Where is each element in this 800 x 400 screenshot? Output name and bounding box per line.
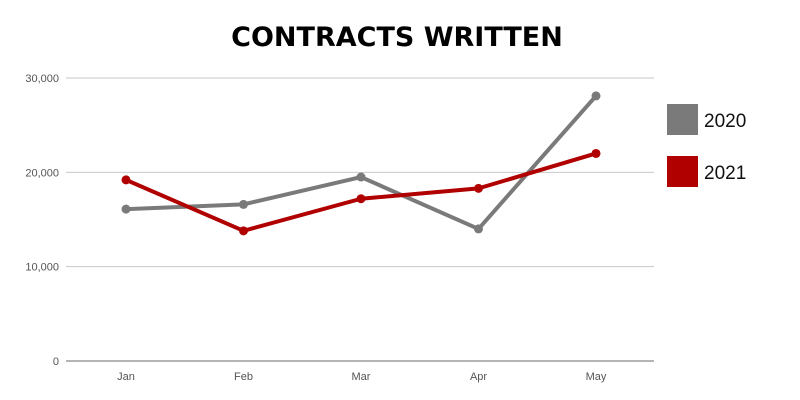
- data-point-2021-Feb: [239, 226, 248, 236]
- chart-title: CONTRACTS WRITTEN: [231, 22, 563, 53]
- legend-label-2020: 2020: [704, 111, 746, 132]
- data-point-2021-Jan: [121, 175, 131, 185]
- data-point-2021-Mar: [356, 194, 366, 204]
- legend-swatch-2020: [667, 104, 698, 135]
- data-point-2020-Jan: [121, 204, 131, 214]
- x-tick-label: May: [586, 371, 607, 383]
- axes: 0 10,000 20,000 30,000 Jan Feb Mar Apr May: [25, 73, 654, 383]
- x-tick-label: Feb: [234, 371, 253, 383]
- y-tick-label: 20,000: [25, 167, 59, 179]
- x-tick-label: Apr: [470, 371, 487, 383]
- data-point-2021-Apr: [474, 183, 483, 193]
- data-point-2020-May: [591, 91, 601, 101]
- y-tick-label: 10,000: [25, 262, 59, 274]
- y-tick-label: 30,000: [25, 73, 59, 85]
- data-point-2021-May: [591, 148, 601, 158]
- data-point-2020-Apr: [474, 224, 483, 234]
- series-line-2021: [124, 151, 598, 233]
- legend-label-2021: 2021: [704, 163, 746, 184]
- legend-swatch-2021: [667, 156, 698, 187]
- legend: 2020 2021: [667, 104, 746, 187]
- series-lines: [121, 91, 601, 236]
- y-tick-label: 0: [53, 356, 59, 368]
- gridlines: [66, 77, 654, 268]
- x-tick-label: Mar: [352, 371, 371, 383]
- x-tick-label: Jan: [117, 371, 135, 383]
- data-point-2020-Mar: [356, 172, 366, 182]
- data-point-2020-Feb: [239, 199, 248, 209]
